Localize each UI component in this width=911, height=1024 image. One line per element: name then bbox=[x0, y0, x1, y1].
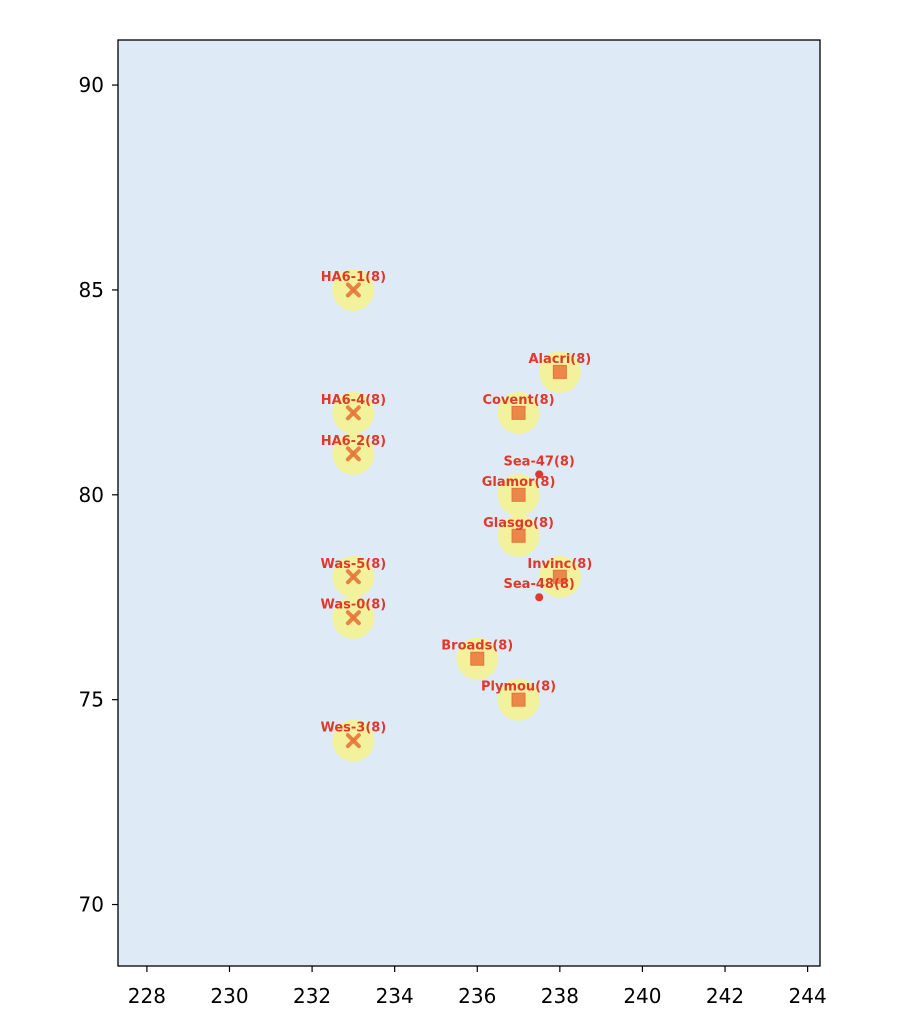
point-label: HA6-2(8) bbox=[321, 434, 386, 449]
x-tick-label: 242 bbox=[706, 984, 744, 1008]
x-tick-label: 240 bbox=[623, 984, 661, 1008]
point-label: Covent(8) bbox=[482, 393, 554, 408]
x-marker bbox=[345, 446, 361, 462]
x-marker bbox=[345, 405, 361, 421]
square-marker bbox=[470, 651, 485, 666]
x-marker bbox=[345, 610, 361, 626]
point-label: Was-0(8) bbox=[320, 598, 386, 613]
x-tick-label: 230 bbox=[210, 984, 248, 1008]
point-label: Glamor(8) bbox=[482, 475, 556, 490]
x-tick-label: 238 bbox=[541, 984, 579, 1008]
dot-marker bbox=[535, 593, 544, 602]
y-tick-label: 90 bbox=[79, 73, 104, 97]
square-marker bbox=[511, 405, 526, 420]
x-marker bbox=[345, 282, 361, 298]
y-tick-label: 70 bbox=[79, 893, 104, 917]
y-tick-label: 75 bbox=[79, 688, 104, 712]
x-tick-label: 232 bbox=[293, 984, 331, 1008]
point-label: Plymou(8) bbox=[481, 680, 556, 695]
x-tick-label: 236 bbox=[458, 984, 496, 1008]
dot-marker bbox=[535, 470, 544, 479]
square-marker bbox=[511, 487, 526, 502]
point-label: Broads(8) bbox=[441, 639, 513, 654]
plot-area bbox=[118, 40, 820, 966]
point-label: Invinc(8) bbox=[527, 557, 592, 572]
x-marker bbox=[345, 569, 361, 585]
x-tick-label: 234 bbox=[376, 984, 414, 1008]
point-label: HA6-1(8) bbox=[321, 270, 386, 285]
point-label: Was-5(8) bbox=[320, 557, 386, 572]
y-tick-label: 85 bbox=[79, 278, 104, 302]
label-layer: HA6-1(8) HA6-4(8) HA6-2(8) Was-5(8) Was-0(8)… bbox=[320, 270, 592, 736]
point-label: Alacri(8) bbox=[528, 352, 591, 367]
point-label: Sea-48(8) bbox=[504, 577, 575, 592]
x-tick-label: 244 bbox=[789, 984, 827, 1008]
x-marker bbox=[345, 733, 361, 749]
square-marker bbox=[552, 364, 567, 379]
plot-frame bbox=[117, 39, 821, 967]
x-tick-label: 228 bbox=[128, 984, 166, 1008]
square-marker bbox=[511, 528, 526, 543]
square-marker bbox=[511, 692, 526, 707]
x-axis: 228 230 232 234 236 238 240 242 244 bbox=[128, 966, 827, 1008]
marker-layer bbox=[345, 282, 567, 749]
point-label: HA6-4(8) bbox=[321, 393, 386, 408]
point-label: Glasgo(8) bbox=[483, 516, 554, 531]
point-label: Sea-47(8) bbox=[504, 454, 575, 469]
y-tick-label: 80 bbox=[79, 483, 104, 507]
y-axis: 70 75 80 85 90 bbox=[79, 73, 118, 917]
point-label: Wes-3(8) bbox=[320, 721, 386, 736]
square-marker bbox=[552, 569, 567, 584]
